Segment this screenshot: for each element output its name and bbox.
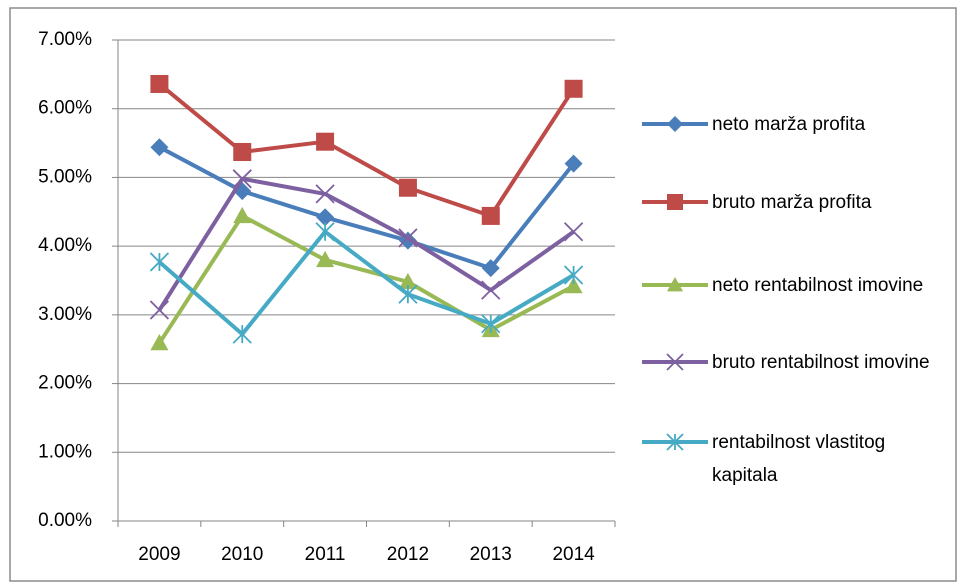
y-tick-label: 5.00% xyxy=(38,166,92,187)
legend-label: bruto marža profita xyxy=(712,192,872,213)
marker xyxy=(481,206,500,225)
marker xyxy=(481,280,501,300)
marker xyxy=(666,433,684,451)
series-line xyxy=(158,229,575,337)
marker xyxy=(398,228,418,248)
marker xyxy=(481,259,500,278)
marker xyxy=(315,222,335,242)
marker xyxy=(667,116,683,132)
y-tick-label: 3.00% xyxy=(38,304,92,325)
marker xyxy=(564,276,583,294)
marker xyxy=(667,194,683,210)
marker xyxy=(398,284,418,304)
marker xyxy=(315,184,335,204)
marker xyxy=(564,154,583,173)
series xyxy=(149,222,584,344)
marker xyxy=(398,178,417,197)
series-line xyxy=(158,145,576,271)
y-tick-label: 0.00% xyxy=(38,510,92,531)
marker xyxy=(563,222,584,242)
legend-entry: bruto rentabilnost imovine xyxy=(640,346,950,379)
legend-label: bruto rentabilnost imovine xyxy=(712,352,930,373)
y-tick-label: 7.00% xyxy=(38,29,92,50)
legend-key xyxy=(642,433,708,451)
legend-entry: rentabilnost vlastitog kapitala xyxy=(640,426,950,492)
legend-entry: neto marža profita xyxy=(640,108,950,141)
marker xyxy=(233,206,252,224)
marker xyxy=(150,334,169,351)
series-line xyxy=(158,82,576,218)
marker xyxy=(149,252,170,272)
marker xyxy=(564,79,583,98)
legend-label: neto rentabilnost imovine xyxy=(712,275,924,296)
legend-key xyxy=(642,353,708,371)
marker xyxy=(667,277,683,292)
marker xyxy=(563,265,584,285)
x-tick-label: 2009 xyxy=(138,544,180,565)
x-tick-label: 2010 xyxy=(221,544,263,565)
legend-label: neto marža profita xyxy=(712,114,866,135)
x-tick-label: 2012 xyxy=(387,544,429,565)
legend-entry: bruto marža profita xyxy=(640,186,950,219)
marker xyxy=(316,250,335,268)
x-tick-label: 2013 xyxy=(470,544,512,565)
marker xyxy=(149,300,170,320)
marker xyxy=(150,74,169,93)
series xyxy=(149,169,584,320)
y-tick-label: 4.00% xyxy=(38,235,92,256)
series-line xyxy=(157,176,575,312)
marker xyxy=(481,314,501,334)
legend-key xyxy=(642,277,708,292)
series xyxy=(150,74,583,225)
y-tick-label: 2.00% xyxy=(38,373,92,394)
marker xyxy=(316,208,335,227)
x-tick-label: 2014 xyxy=(552,544,595,565)
y-tick-label: 6.00% xyxy=(38,98,92,119)
marker xyxy=(232,169,252,189)
legend-entry: neto rentabilnost imovine xyxy=(640,269,950,302)
marker xyxy=(316,132,335,151)
marker xyxy=(398,272,417,290)
x-tick-label: 2011 xyxy=(305,544,346,565)
marker xyxy=(233,143,252,162)
legend-key xyxy=(642,116,708,132)
legend-label: rentabilnost vlastitog kapitala xyxy=(712,432,886,486)
series xyxy=(150,206,583,351)
legend-key xyxy=(642,194,708,210)
series-line xyxy=(157,213,575,345)
y-tick-label: 1.00% xyxy=(38,441,92,462)
series xyxy=(150,138,583,278)
marker xyxy=(150,138,169,157)
marker xyxy=(232,324,252,344)
marker xyxy=(666,353,684,371)
